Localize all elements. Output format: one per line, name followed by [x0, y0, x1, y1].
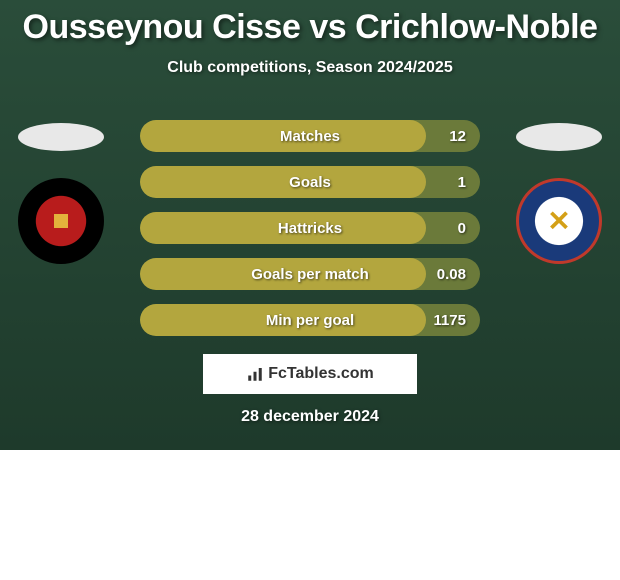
chart-icon — [246, 365, 264, 383]
right-club-crest — [516, 178, 602, 264]
stat-label: Hattricks — [278, 220, 342, 237]
stat-value: 1175 — [433, 312, 466, 329]
stat-value: 0.08 — [437, 266, 466, 283]
comparison-stage: Ousseynou Cisse vs Crichlow-Noble Club c… — [0, 0, 620, 450]
stat-row: Goals 1 — [140, 166, 480, 198]
left-club-crest — [18, 178, 104, 264]
stat-label: Min per goal — [266, 312, 354, 329]
left-flag-placeholder — [18, 123, 104, 151]
watermark-text: FcTables.com — [268, 365, 374, 383]
stat-value: 0 — [458, 220, 466, 237]
stat-row: Hattricks 0 — [140, 212, 480, 244]
stat-bars: Matches 12 Goals 1 Hattricks 0 Goals per… — [140, 120, 480, 350]
page-title: Ousseynou Cisse vs Crichlow-Noble — [0, 0, 620, 47]
watermark: FcTables.com — [203, 354, 417, 394]
date-label: 28 december 2024 — [241, 408, 379, 426]
stat-fill — [140, 166, 426, 198]
stat-row: Min per goal 1175 — [140, 304, 480, 336]
stat-label: Goals per match — [251, 266, 369, 283]
right-flag-placeholder — [516, 123, 602, 151]
subtitle: Club competitions, Season 2024/2025 — [0, 59, 620, 77]
stat-value: 12 — [449, 128, 466, 145]
stat-label: Matches — [280, 128, 340, 145]
stat-row: Goals per match 0.08 — [140, 258, 480, 290]
stat-value: 1 — [458, 174, 466, 191]
stat-row: Matches 12 — [140, 120, 480, 152]
stat-label: Goals — [289, 174, 331, 191]
